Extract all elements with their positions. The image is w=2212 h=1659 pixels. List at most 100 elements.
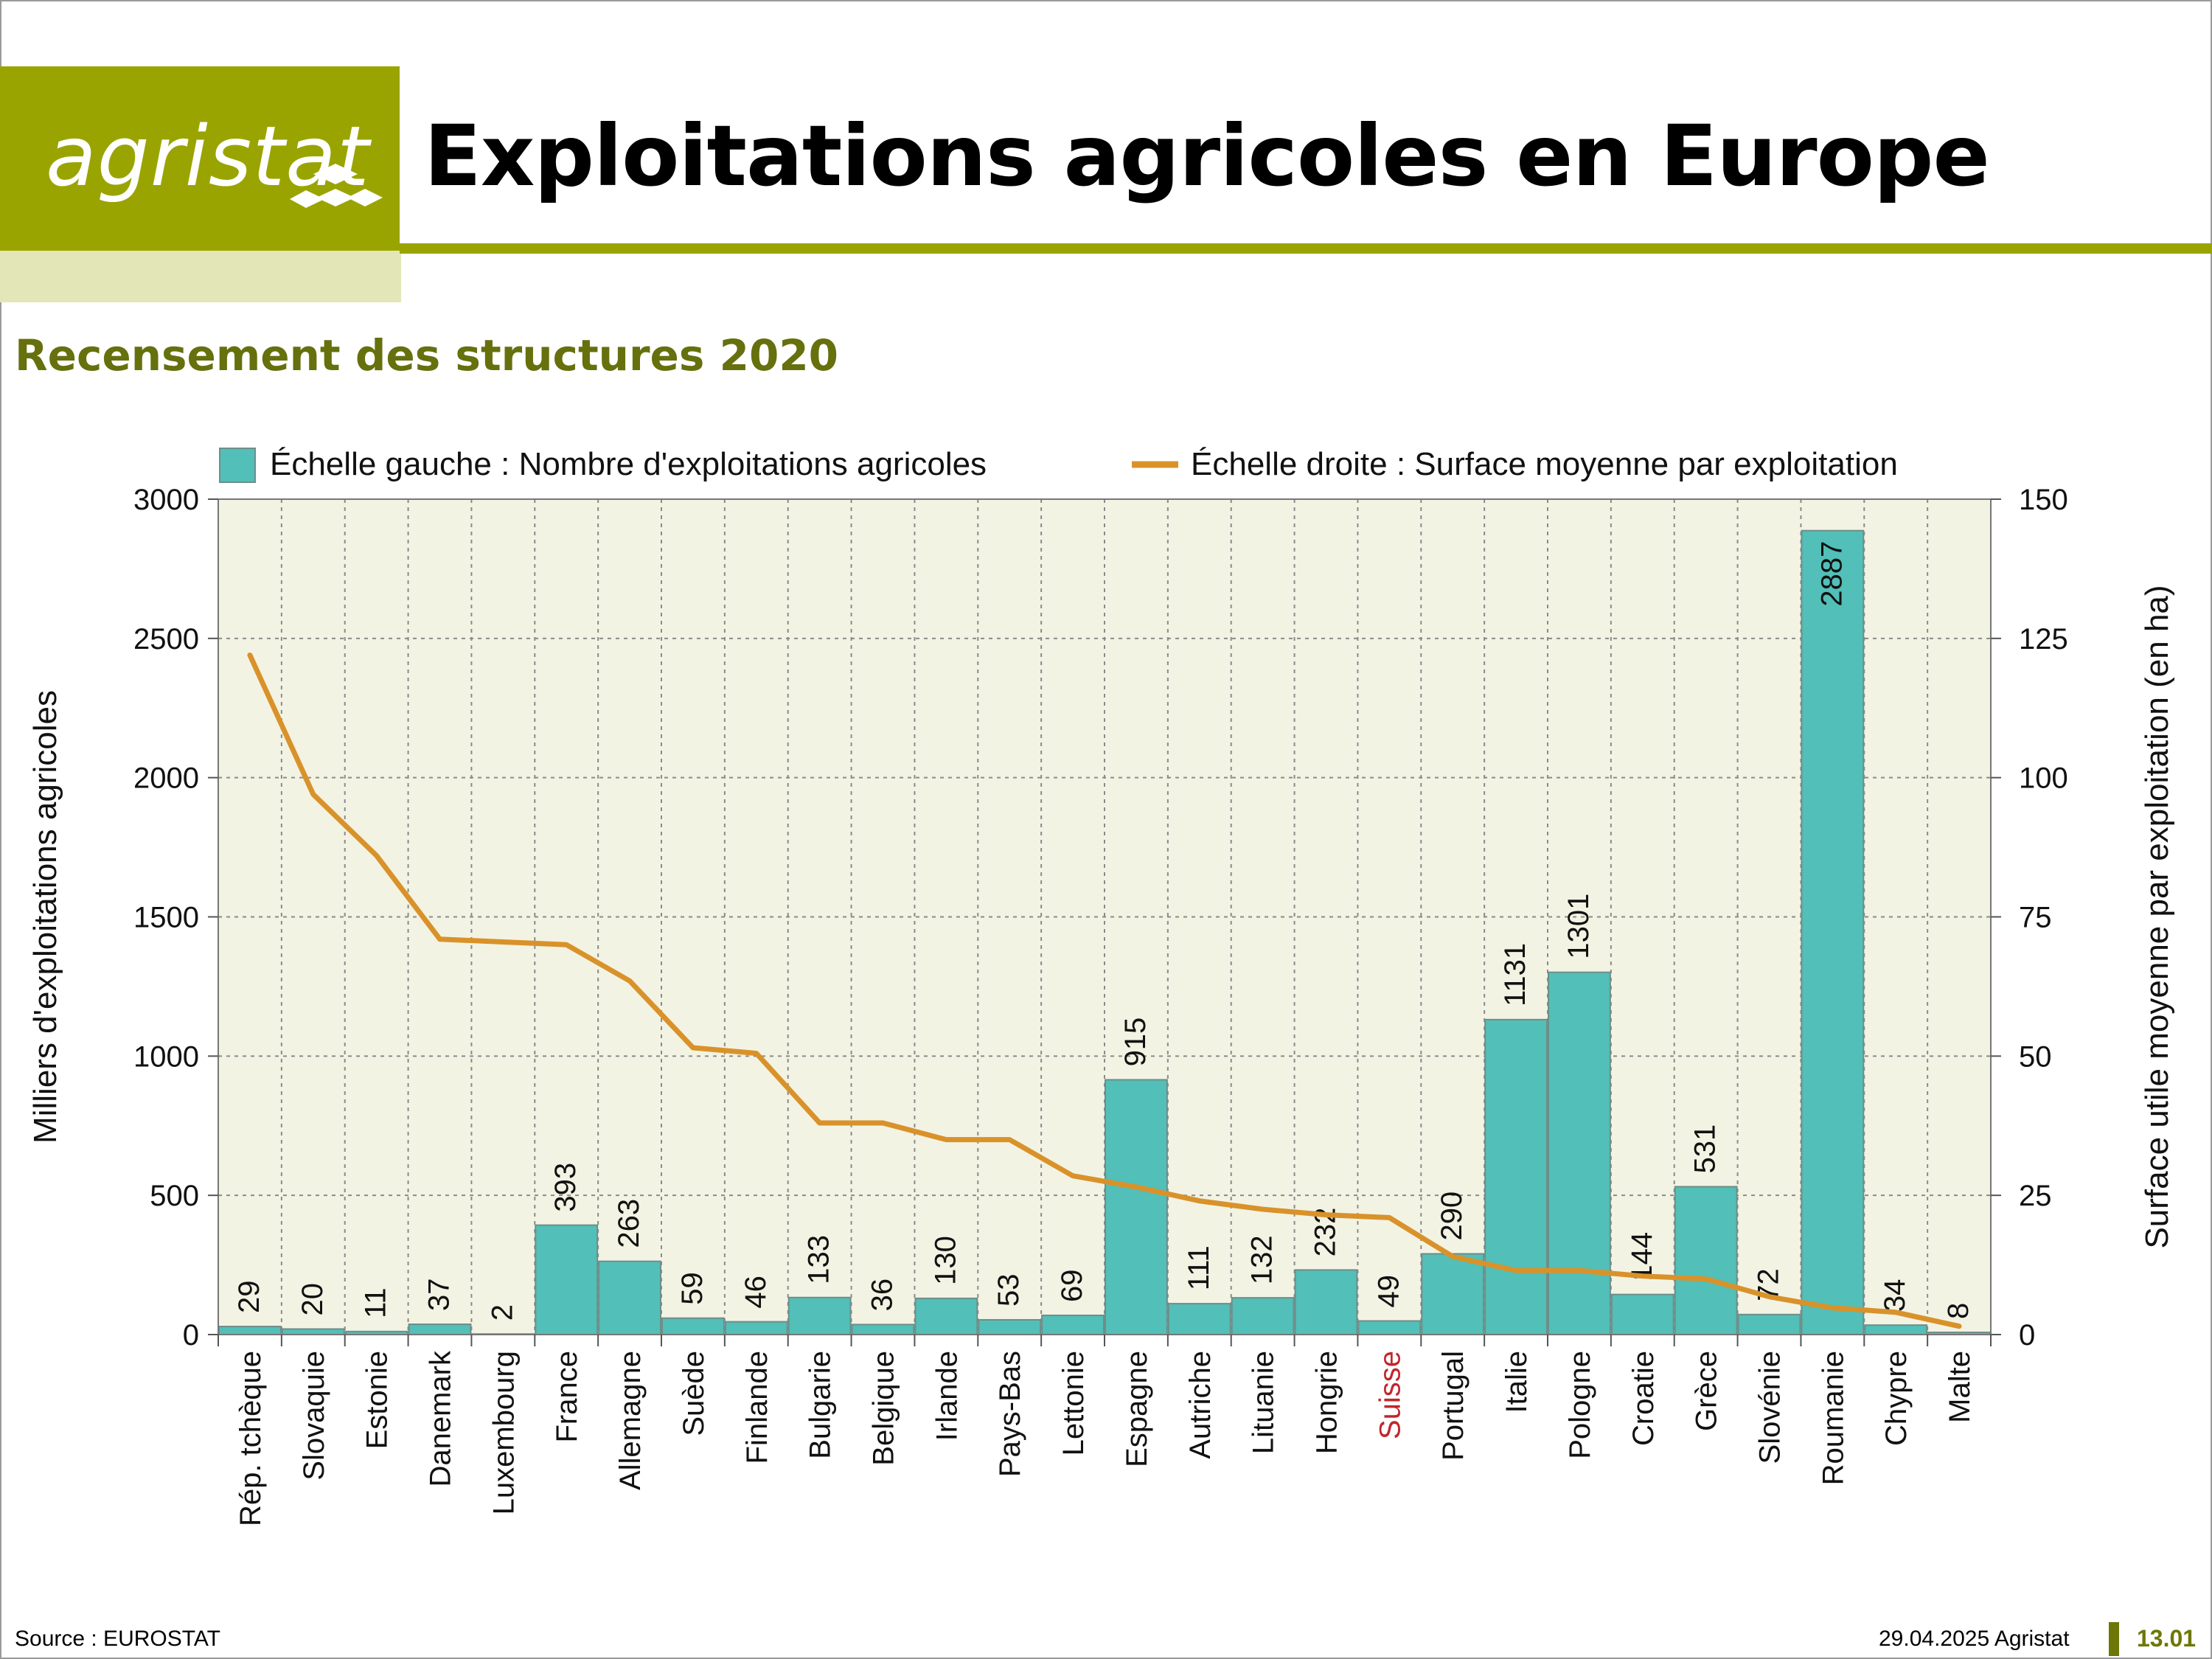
x-tick-label: Portugal (1437, 1351, 1470, 1461)
data-label: 34 (1879, 1279, 1911, 1312)
bar (1357, 1320, 1422, 1336)
legend-label-line: Échelle droite : Surface moyenne par exp… (1191, 446, 1898, 482)
x-tick-label: Roumanie (1817, 1351, 1849, 1485)
data-label: 49 (1372, 1275, 1405, 1308)
x-tick-label: Grèce (1691, 1351, 1723, 1431)
x-tick-label: Danemark (425, 1350, 457, 1487)
data-label: 8 (1942, 1303, 1975, 1319)
data-label: 53 (992, 1273, 1025, 1307)
data-label: 393 (549, 1163, 582, 1212)
x-tick-label: Belgique (868, 1351, 900, 1466)
footer-date: 29.04.2025 Agristat (1879, 1627, 2070, 1651)
bar (1801, 529, 1865, 1335)
x-tick-label: Italie (1500, 1351, 1533, 1413)
x-tick-label: Luxembourg (487, 1351, 520, 1514)
y-tick-left: 2000 (133, 762, 199, 795)
x-tick-label: Rép. tchèque (234, 1351, 267, 1526)
x-tick-label: Lettonie (1057, 1351, 1090, 1455)
data-label: 263 (613, 1199, 645, 1248)
x-tick-label: France (551, 1351, 583, 1443)
data-label: 69 (1056, 1269, 1088, 1302)
data-label: 1131 (1499, 943, 1531, 1006)
y-tick-left: 500 (150, 1180, 199, 1212)
bar (1674, 1186, 1738, 1335)
x-tick-label: Lituanie (1248, 1351, 1280, 1454)
y-axis-left-title: Milliers d'exploitations agricoles (27, 690, 63, 1144)
logo-diamonds-icon (290, 164, 383, 208)
bar (535, 1224, 599, 1336)
page-subtitle: Recensement des structures 2020 (15, 330, 839, 380)
line-series (247, 652, 1962, 1329)
bar (661, 1317, 725, 1335)
bar (851, 1324, 915, 1336)
bar (218, 1326, 282, 1335)
data-label: 915 (1119, 1018, 1152, 1067)
agristat-logo (0, 66, 400, 251)
page-number: 13.01 (2137, 1625, 2197, 1652)
data-label: 29 (233, 1281, 265, 1314)
y-tick-right: 50 (2019, 1040, 2052, 1073)
data-label: 36 (866, 1279, 899, 1312)
x-tick-label: Slovaquie (298, 1351, 330, 1481)
bar (408, 1324, 472, 1336)
y-tick-right: 25 (2019, 1180, 2052, 1212)
combo-chart: 29 20 11 37 2 393 263 59 46 133 36 130 53 69 915 111 132… (27, 446, 2175, 1526)
x-tick-label: Autriche (1184, 1351, 1217, 1459)
data-label: 531 (1689, 1124, 1722, 1174)
bar (1610, 1293, 1674, 1335)
x-tick-label: Chypre (1880, 1351, 1913, 1446)
logo-underlay (0, 251, 401, 302)
data-label: 37 (423, 1279, 456, 1312)
data-label: 130 (929, 1236, 961, 1285)
data-label: 111 (1183, 1245, 1215, 1290)
y-tick-right: 100 (2019, 762, 2068, 795)
bar (1294, 1269, 1358, 1336)
bar (1105, 1079, 1168, 1335)
x-tick-label: Bulgarie (804, 1351, 837, 1459)
y-axis-right-title: Surface utile moyenne par exploitation (… (2139, 585, 2175, 1248)
bar (1737, 1313, 1801, 1335)
y-tick-right: 150 (2019, 484, 2068, 516)
x-tick-label: Hongrie (1311, 1351, 1343, 1454)
data-label: 133 (803, 1235, 835, 1284)
x-tick-label: Malte (1944, 1351, 1976, 1423)
data-label: 2 (486, 1304, 518, 1321)
data-label: 20 (296, 1283, 329, 1316)
bar (1231, 1297, 1295, 1335)
bar (914, 1297, 978, 1335)
bar (1041, 1314, 1105, 1336)
y-tick-left: 0 (183, 1319, 199, 1352)
x-tick-label: Estonie (361, 1351, 394, 1449)
y-tick-left: 2500 (133, 623, 199, 655)
bar (598, 1260, 662, 1336)
bar (1548, 971, 1611, 1335)
page-title: Exploitations agricoles en Europe (424, 107, 1990, 205)
data-label: 46 (740, 1276, 772, 1309)
y-tick-left: 1000 (133, 1040, 199, 1073)
x-tick-label: Allemagne (614, 1351, 647, 1490)
y-tick-right: 125 (2019, 623, 2068, 655)
bar (1421, 1253, 1485, 1336)
title-rule (400, 243, 2212, 254)
legend-label-bars: Échelle gauche : Nombre d'exploitations … (270, 446, 987, 482)
x-tick-label: Finlande (741, 1351, 773, 1464)
x-tick-label: Suède (678, 1351, 710, 1436)
bar (978, 1318, 1042, 1335)
x-tick-label: Croatie (1627, 1351, 1660, 1446)
data-label: 11 (360, 1287, 392, 1318)
y-tick-left: 1500 (133, 902, 199, 934)
x-tick-label: Irlande (931, 1351, 963, 1441)
y-tick-right: 75 (2019, 902, 2052, 934)
bar (1864, 1324, 1928, 1335)
bar (1167, 1303, 1231, 1335)
x-tick-label: Pays-Bas (994, 1351, 1026, 1477)
data-label: 1301 (1562, 894, 1595, 959)
footer-source: Source : EUROSTAT (15, 1627, 220, 1651)
x-tick-label: Slovénie (1754, 1351, 1787, 1464)
data-label: 2887 (1815, 541, 1848, 607)
data-label: 132 (1246, 1235, 1279, 1284)
footer-divider (2109, 1622, 2119, 1656)
data-label: 59 (676, 1272, 709, 1305)
y-tick-right: 0 (2019, 1319, 2035, 1352)
